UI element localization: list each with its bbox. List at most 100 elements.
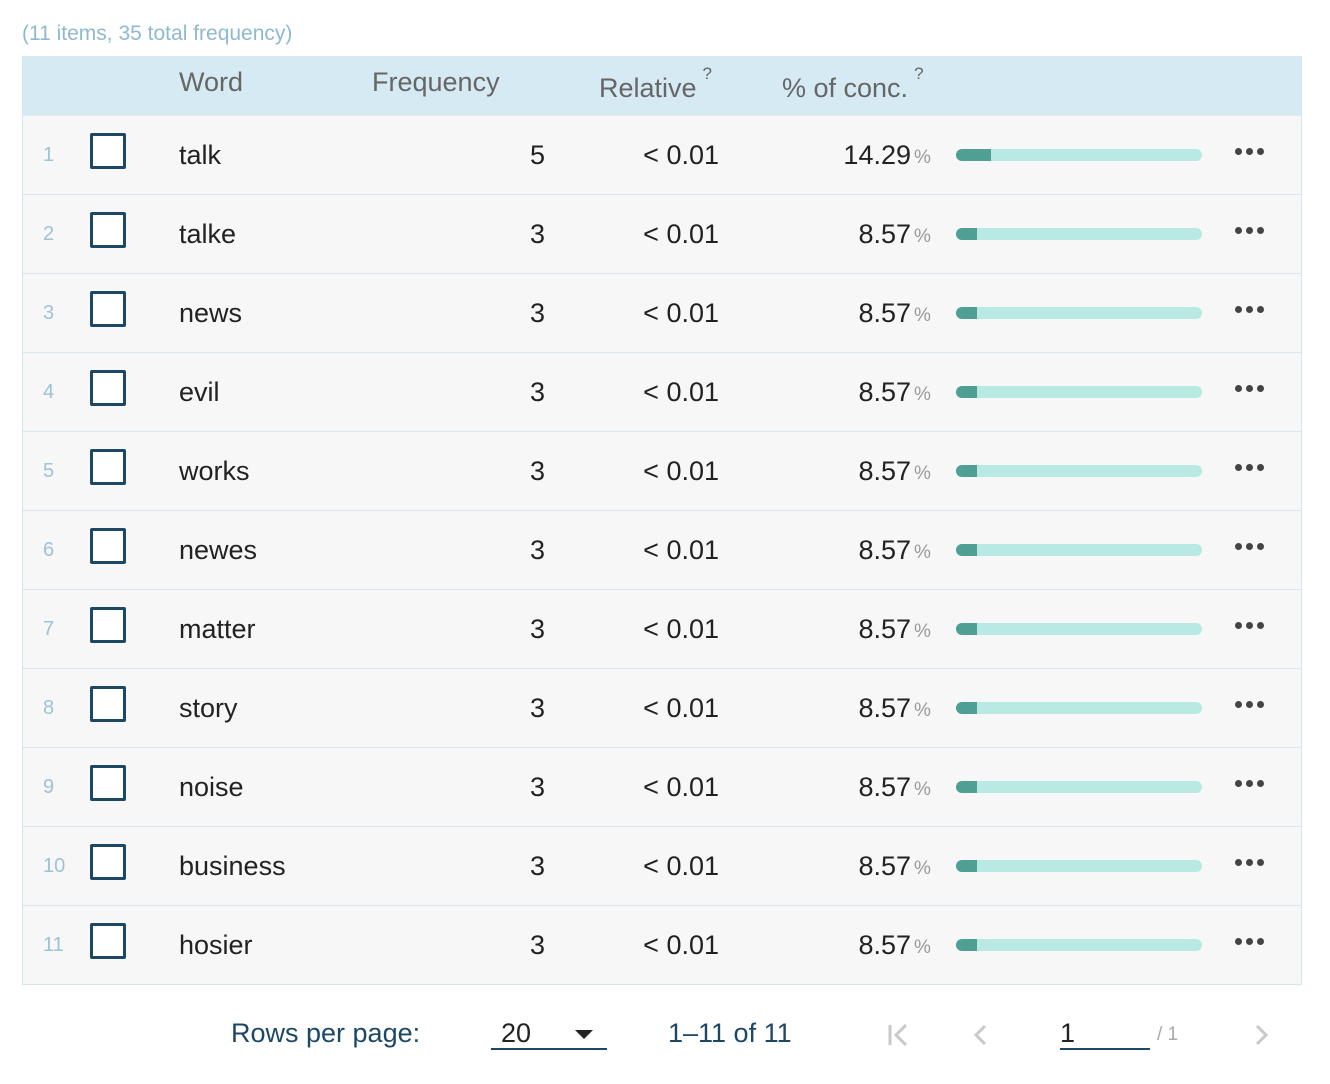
row-checkbox[interactable] [90,607,126,643]
chevron-right-icon[interactable] [1252,1022,1272,1048]
more-horizontal-icon[interactable] [1235,934,1269,948]
share-bar [956,544,1202,556]
row-percent-sign: % [914,147,931,168]
row-frequency: 3 [529,298,545,328]
share-bar [956,386,1202,398]
share-bar [956,702,1202,714]
row-frequency: 3 [529,772,545,802]
table-body: 1 talk 5 < 0.01 14.29% 2 talke 3 < 0.01 8.57% 3 new… [23,115,1301,984]
row-number: 6 [43,539,55,561]
row-relative: < 0.01 [643,219,719,249]
table-row[interactable]: 6 newes 3 < 0.01 8.57% [23,510,1301,589]
column-header-conc[interactable]: % of conc.? [782,56,924,115]
chevron-left-icon[interactable] [970,1022,990,1048]
rows-per-page-select[interactable]: 20 [491,1014,607,1050]
more-horizontal-icon[interactable] [1235,776,1269,790]
row-checkbox[interactable] [90,686,126,722]
row-percent: 8.57 [858,693,911,723]
share-bar [956,860,1202,872]
row-number: 9 [43,776,55,798]
table-row[interactable]: 10 business 3 < 0.01 8.57% [23,826,1301,905]
table-row[interactable]: 4 evil 3 < 0.01 8.57% [23,352,1301,431]
row-word: works [179,456,250,486]
row-number: 5 [43,460,55,482]
row-percent: 8.57 [858,535,911,565]
table-row[interactable]: 7 matter 3 < 0.01 8.57% [23,589,1301,668]
page-number-input[interactable]: 1 [1060,1014,1150,1050]
row-number: 3 [43,302,55,324]
row-relative: < 0.01 [643,772,719,802]
share-bar [956,623,1202,635]
row-percent: 14.29 [843,140,911,170]
row-frequency: 3 [529,851,545,881]
row-word: matter [179,614,256,644]
row-word: talk [179,140,222,170]
row-frequency: 3 [529,614,545,644]
row-number: 7 [43,618,55,640]
more-horizontal-icon[interactable] [1235,302,1269,316]
row-percent: 8.57 [858,298,911,328]
row-checkbox[interactable] [90,291,126,327]
table-row[interactable]: 11 hosier 3 < 0.01 8.57% [23,905,1301,984]
column-header-relative[interactable]: Relative? [599,56,712,115]
table-row[interactable]: 5 works 3 < 0.01 8.57% [23,431,1301,510]
row-checkbox[interactable] [90,370,126,406]
row-relative: < 0.01 [643,693,719,723]
share-bar [956,307,1202,319]
more-horizontal-icon[interactable] [1235,618,1269,632]
conc-help-icon[interactable]: ? [914,64,924,83]
row-frequency: 3 [529,377,545,407]
more-horizontal-icon[interactable] [1235,223,1269,237]
row-checkbox[interactable] [90,133,126,169]
share-bar-fill [956,544,978,556]
row-checkbox[interactable] [90,923,126,959]
row-percent-sign: % [914,384,931,405]
more-horizontal-icon[interactable] [1235,855,1269,869]
row-checkbox[interactable] [90,844,126,880]
share-bar [956,939,1202,951]
row-relative: < 0.01 [643,140,719,170]
share-bar-fill [956,623,978,635]
first-page-icon[interactable] [886,1022,912,1048]
share-bar [956,781,1202,793]
share-bar-fill [956,465,978,477]
row-checkbox[interactable] [90,212,126,248]
table-row[interactable]: 2 talke 3 < 0.01 8.57% [23,194,1301,273]
share-bar-fill [956,307,978,319]
more-horizontal-icon[interactable] [1235,460,1269,474]
row-relative: < 0.01 [643,614,719,644]
more-horizontal-icon[interactable] [1235,539,1269,553]
share-bar [956,149,1202,161]
row-percent-sign: % [914,858,931,879]
row-number: 1 [43,144,55,166]
table-header: Word Frequency Relative? % of conc.? [23,56,1301,115]
row-checkbox[interactable] [90,449,126,485]
row-word: hosier [179,930,253,960]
table-row[interactable]: 8 story 3 < 0.01 8.57% [23,668,1301,747]
row-word: business [179,851,286,881]
table-row[interactable]: 3 news 3 < 0.01 8.57% [23,273,1301,352]
row-checkbox[interactable] [90,765,126,801]
row-percent: 8.57 [858,930,911,960]
row-percent-sign: % [914,779,931,800]
row-checkbox[interactable] [90,528,126,564]
relative-help-icon[interactable]: ? [702,64,713,83]
share-bar-fill [956,228,978,240]
column-header-frequency[interactable]: Frequency [372,56,500,115]
row-word: news [179,298,243,328]
table-row[interactable]: 1 talk 5 < 0.01 14.29% [23,115,1301,194]
row-relative: < 0.01 [643,535,719,565]
table-row[interactable]: 9 noise 3 < 0.01 8.57% [23,747,1301,826]
row-frequency: 3 [529,930,545,960]
column-header-relative-label: Relative [599,73,697,103]
more-horizontal-icon[interactable] [1235,697,1269,711]
row-word: noise [179,772,244,802]
page-total: / 1 [1157,1024,1179,1045]
more-horizontal-icon[interactable] [1235,144,1269,158]
row-frequency: 3 [529,535,545,565]
more-horizontal-icon[interactable] [1235,381,1269,395]
share-bar-fill [956,939,978,951]
rows-per-page-value: 20 [501,1018,532,1048]
column-header-word[interactable]: Word [179,56,243,115]
row-frequency: 5 [529,140,545,170]
